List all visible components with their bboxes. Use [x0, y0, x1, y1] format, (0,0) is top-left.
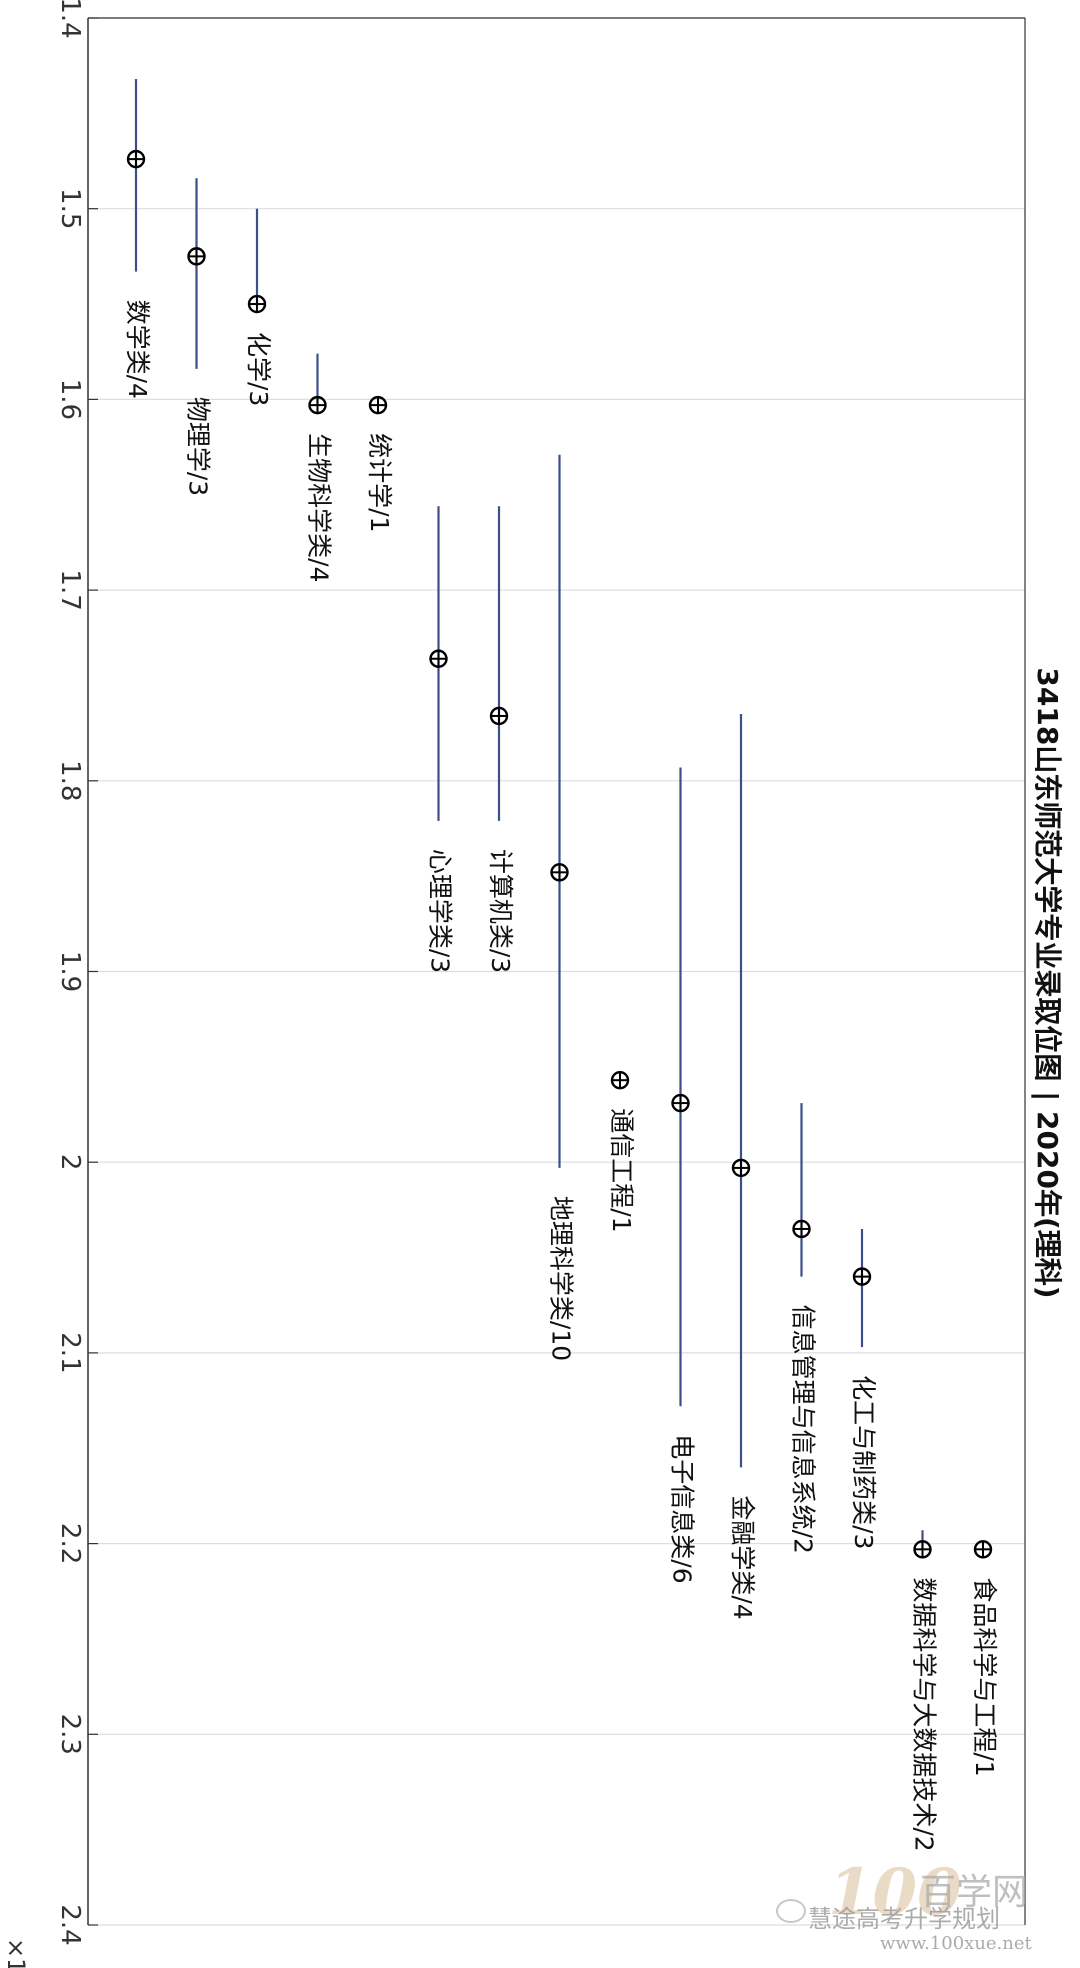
- tick-label: 2.4: [55, 1904, 85, 1945]
- tick-label: 1.9: [55, 951, 85, 992]
- category-label: 生物科学类/4: [305, 433, 334, 582]
- category-label: 电子信息类/6: [668, 1434, 697, 1583]
- category-label: 化工与制药类/3: [849, 1375, 878, 1549]
- watermark-logo-text: 百学网: [920, 1872, 1029, 1913]
- mean-marker: [308, 395, 327, 415]
- category-label: 计算机类/3: [486, 849, 515, 973]
- mean-marker: [489, 706, 509, 726]
- watermark-logo-number: 100: [828, 1855, 962, 1930]
- mean-marker: [187, 247, 206, 266]
- tick-label: 1.5: [55, 188, 85, 229]
- category-label: 数学类/4: [123, 300, 152, 399]
- category-label: 化学/3: [244, 332, 273, 406]
- mean-marker: [792, 1219, 811, 1239]
- tick-label: 2.2: [55, 1523, 85, 1564]
- mean-marker: [731, 1158, 751, 1178]
- category-label: 统计学/1: [365, 433, 394, 532]
- mean-marker: [429, 649, 448, 668]
- watermark-url: www.100xue.net: [880, 1933, 1032, 1954]
- wechat-icon: [776, 1899, 806, 1923]
- grid-lines: [88, 17, 1025, 1926]
- mean-marker: [852, 1267, 872, 1286]
- mean-markers: [126, 149, 993, 1559]
- chart-title: 3418山东师范大学专业录取位图 | 2020年(理科): [1031, 667, 1064, 1298]
- tick-label: 2.1: [55, 1332, 85, 1373]
- mean-marker: [126, 149, 146, 169]
- tick-label: 1.8: [55, 760, 85, 801]
- mean-marker: [550, 863, 569, 882]
- category-labels: 数学类/4 物理学/3 化学/3 生物科学类/4 统计学/1 心理学类/3 计算机类/3 地理…: [123, 300, 999, 1852]
- category-label: 物理学/3: [184, 397, 213, 496]
- watermark-wechat-name: 慧途高考升学规划: [808, 1905, 1000, 1933]
- tick-label: 2: [55, 1154, 85, 1171]
- category-label: 数据科学与大数据技术/2: [910, 1577, 939, 1851]
- category-label: 金融学类/4: [728, 1495, 757, 1619]
- tick-label: 1.6: [55, 379, 85, 420]
- category-label: 心理学类/3: [426, 849, 455, 973]
- mean-marker: [368, 395, 388, 415]
- mean-marker: [247, 294, 267, 314]
- watermark: 100 百学网 慧途高考升学规划 www.100xue.net: [770, 1855, 1070, 1965]
- mean-marker: [973, 1540, 993, 1559]
- axis-multiplier: ×10⁴: [2, 1938, 30, 1968]
- category-label: 通信工程/1: [607, 1108, 636, 1232]
- tick-label: 2.3: [55, 1714, 85, 1755]
- tick-label: 1.4: [55, 0, 85, 39]
- y-axis: 1.4 1.5 1.6 1.7 1.8 1.9 2 2.1 2.2 2.3 2.4: [55, 0, 1026, 1946]
- mean-marker: [610, 1070, 630, 1090]
- mean-marker: [671, 1093, 690, 1113]
- category-label: 信息管理与信息系统/2: [789, 1305, 818, 1554]
- tick-label: 1.7: [55, 569, 85, 610]
- category-label: 食品科学与工程/1: [970, 1577, 999, 1776]
- category-label: 地理科学类/10: [547, 1196, 576, 1361]
- mean-marker: [913, 1540, 932, 1559]
